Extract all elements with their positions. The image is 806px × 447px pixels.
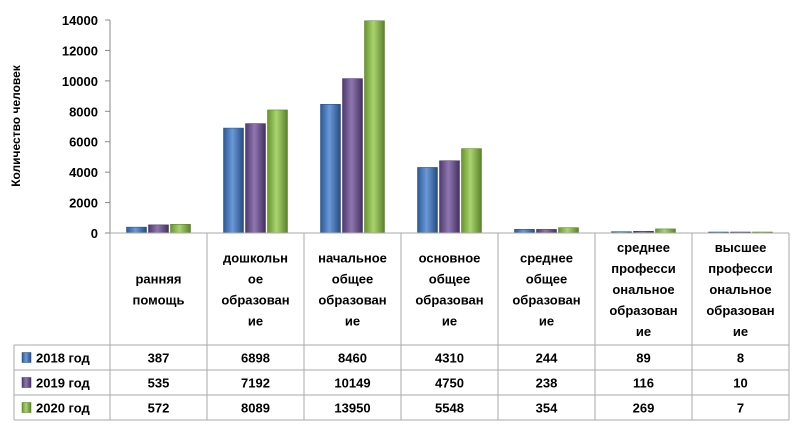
table-cell-value: 6898: [241, 351, 270, 366]
bar: [126, 226, 147, 234]
category-label: начальное: [318, 251, 387, 266]
bar: [439, 160, 460, 234]
category-label: основное: [419, 251, 481, 266]
legend-series-name: 2020 год: [36, 401, 91, 416]
category-label: среднее: [520, 251, 573, 266]
bar: [461, 148, 482, 234]
bar: [267, 109, 288, 234]
category-label: общее: [526, 272, 567, 287]
bar: [223, 127, 244, 234]
category-label: професси: [708, 261, 772, 276]
bar: [245, 123, 266, 234]
table-cell-value: 8089: [241, 401, 270, 416]
category-label: ранняя: [135, 272, 181, 287]
table-cell-value: 8: [737, 351, 744, 366]
category-label: ие: [345, 314, 360, 329]
category-label: высшее: [715, 240, 767, 255]
category-label: общее: [332, 272, 373, 287]
bar: [536, 229, 557, 234]
table-cell-value: 89: [636, 351, 650, 366]
table-cell-value: 269: [633, 401, 655, 416]
legend-series-name: 2018 год: [36, 351, 91, 366]
y-tick-label: 0: [91, 226, 98, 241]
table-cell-value: 5548: [435, 401, 464, 416]
data-table: ранняя помощь дошкольн ое образован ие начальн…: [13, 232, 790, 421]
y-tick-label: 2000: [69, 196, 98, 211]
category-label: ие: [636, 324, 651, 339]
table-cell-value: 535: [148, 376, 170, 391]
y-axis-label: Количество человек: [9, 64, 23, 187]
category-label: ональное: [612, 282, 674, 297]
table-cell-value: 238: [536, 376, 558, 391]
y-tick-label: 10000: [62, 74, 98, 89]
table-cell-value: 10149: [334, 376, 370, 391]
bar: [364, 20, 385, 234]
bar: [558, 227, 579, 234]
table-cell-value: 10: [733, 376, 747, 391]
table-cell-value: 7192: [241, 376, 270, 391]
table-cell-value: 7: [737, 401, 744, 416]
table-cell-value: 354: [536, 401, 558, 416]
category-label: образован: [221, 293, 289, 308]
bar: [170, 224, 191, 234]
bar: [417, 167, 438, 234]
category-label: ональное: [709, 282, 771, 297]
y-axis: 0 2000 4000 6000 8000 10000 12000 14000: [62, 13, 111, 241]
category-label: ие: [733, 324, 748, 339]
category-label: образован: [706, 303, 774, 318]
category-label: ие: [539, 314, 554, 329]
category-label: образован: [318, 293, 386, 308]
category-label: общее: [429, 272, 470, 287]
bars: [126, 20, 773, 234]
y-tick-label: 12000: [62, 43, 98, 58]
category-label: образован: [609, 303, 677, 318]
category-label: ое: [248, 272, 263, 287]
legend-key: [21, 402, 32, 413]
table-cell-value: 244: [536, 351, 558, 366]
table-cell-value: 8460: [338, 351, 367, 366]
table-cell-value: 387: [148, 351, 170, 366]
bar: [514, 229, 535, 234]
bar: [148, 224, 169, 234]
y-tick-label: 4000: [69, 165, 98, 180]
y-tick-label: 8000: [69, 104, 98, 119]
bar: [320, 104, 341, 234]
legend-key: [21, 377, 32, 388]
legend-key: [21, 352, 32, 363]
category-label: образован: [415, 293, 483, 308]
bar: [655, 228, 676, 234]
table-cell-value: 572: [148, 401, 170, 416]
category-label: среднее: [617, 240, 670, 255]
category-label: дошкольн: [223, 251, 288, 266]
category-label: образован: [512, 293, 580, 308]
table-cell-value: 13950: [334, 401, 370, 416]
table-cell-value: 4750: [435, 376, 464, 391]
table-cell-value: 4310: [435, 351, 464, 366]
category-label: ие: [442, 314, 457, 329]
category-label: професси: [611, 261, 675, 276]
legend-series-name: 2019 год: [36, 376, 91, 391]
y-tick-label: 14000: [62, 13, 98, 28]
category-label: ие: [248, 314, 263, 329]
y-tick-label: 6000: [69, 135, 98, 150]
bar: [342, 78, 363, 234]
table-cell-value: 116: [633, 376, 654, 391]
category-label: помощь: [133, 293, 185, 308]
